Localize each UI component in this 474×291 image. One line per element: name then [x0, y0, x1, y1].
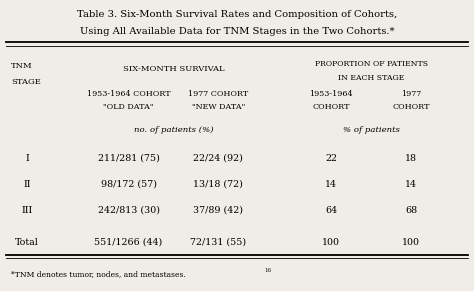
- Text: 1953-1964 COHORT: 1953-1964 COHORT: [87, 91, 171, 98]
- Text: 242/813 (30): 242/813 (30): [98, 206, 160, 215]
- Text: 16: 16: [264, 267, 271, 272]
- Text: COHORT: COHORT: [392, 103, 430, 111]
- Text: *TNM denotes tumor, nodes, and metastases.: *TNM denotes tumor, nodes, and metastase…: [11, 270, 185, 278]
- Text: 68: 68: [405, 206, 418, 215]
- Text: no. of patients (%): no. of patients (%): [134, 126, 213, 134]
- Text: II: II: [24, 180, 31, 189]
- Text: Table 3. Six-Month Survival Rates and Composition of Cohorts,: Table 3. Six-Month Survival Rates and Co…: [77, 10, 397, 19]
- Text: 98/172 (57): 98/172 (57): [100, 180, 156, 189]
- Text: COHORT: COHORT: [312, 103, 350, 111]
- Text: 551/1266 (44): 551/1266 (44): [94, 237, 163, 246]
- Text: 100: 100: [322, 237, 340, 246]
- Text: 211/281 (75): 211/281 (75): [98, 154, 160, 163]
- Text: 14: 14: [325, 180, 337, 189]
- Text: STAGE: STAGE: [11, 78, 41, 86]
- Text: I: I: [26, 154, 29, 163]
- Text: "NEW DATA": "NEW DATA": [191, 103, 245, 111]
- Text: IN EACH STAGE: IN EACH STAGE: [338, 74, 404, 82]
- Text: PROPORTION OF PATIENTS: PROPORTION OF PATIENTS: [315, 60, 428, 68]
- Text: 13/18 (72): 13/18 (72): [193, 180, 243, 189]
- Text: 37/89 (42): 37/89 (42): [193, 206, 243, 215]
- Text: 22/24 (92): 22/24 (92): [193, 154, 243, 163]
- Text: Total: Total: [15, 237, 39, 246]
- Text: III: III: [22, 206, 33, 215]
- Text: "OLD DATA": "OLD DATA": [103, 103, 154, 111]
- Text: 64: 64: [325, 206, 337, 215]
- Text: 1977 COHORT: 1977 COHORT: [188, 91, 248, 98]
- Text: 72/131 (55): 72/131 (55): [190, 237, 246, 246]
- Text: SIX-MONTH SURVIVAL: SIX-MONTH SURVIVAL: [123, 65, 224, 73]
- Text: 18: 18: [405, 154, 417, 163]
- Text: 1977: 1977: [401, 91, 421, 98]
- Text: 14: 14: [405, 180, 417, 189]
- Text: Using All Available Data for TNM Stages in the Two Cohorts.*: Using All Available Data for TNM Stages …: [80, 27, 394, 36]
- Text: 100: 100: [402, 237, 420, 246]
- Text: % of patients: % of patients: [343, 126, 400, 134]
- Text: 22: 22: [325, 154, 337, 163]
- Text: TNM: TNM: [11, 62, 32, 70]
- Text: 1953-1964: 1953-1964: [310, 91, 353, 98]
